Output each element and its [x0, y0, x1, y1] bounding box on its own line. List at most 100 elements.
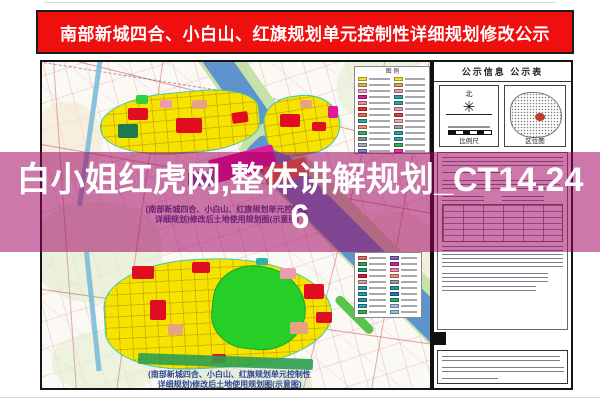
legend-label-bar — [369, 299, 386, 301]
legend-label-bar — [369, 96, 390, 98]
legend-swatch — [393, 125, 403, 129]
legend-label-bar — [369, 126, 390, 128]
legend-label-bar — [404, 78, 425, 80]
legend-swatch — [358, 292, 367, 296]
legend-swatch — [389, 262, 399, 266]
map-parcel — [118, 124, 138, 138]
legend-label-bar — [369, 281, 386, 283]
legend-swatch — [358, 256, 367, 260]
legend-label-bar — [369, 311, 386, 313]
scale-numbers-bar — [448, 126, 490, 128]
legend-label-bar — [404, 132, 425, 134]
watermark-overlay: 白小姐红虎网,整体讲解规划_CT14.246 — [0, 152, 600, 252]
legend-row — [358, 273, 419, 279]
legend-swatch — [393, 89, 403, 93]
fine-print-paragraph — [442, 286, 536, 294]
legend-label-bar — [400, 281, 417, 283]
legend-lower — [354, 252, 422, 318]
map-parcel — [128, 108, 148, 120]
map-parcel — [136, 95, 148, 104]
map-parcel — [304, 284, 324, 299]
legend-label-bar — [400, 299, 417, 301]
legend-label-bar — [404, 114, 425, 116]
legend-swatch — [358, 119, 367, 123]
legend-label-bar — [404, 108, 425, 110]
legend-swatch — [358, 286, 367, 290]
notice-banner-title: 南部新城四合、小白山、红旗规划单元控制性详细规划修改公示 — [60, 24, 550, 44]
legend-swatch — [389, 268, 399, 272]
legend-row — [358, 309, 419, 315]
legend-label-bar — [400, 305, 417, 307]
legend-swatch — [389, 292, 399, 296]
legend-row — [358, 124, 427, 130]
legend-upper-rows — [358, 76, 427, 154]
legend-label-bar — [404, 90, 425, 92]
legend-swatch — [358, 83, 367, 87]
legend-label-bar — [400, 311, 417, 313]
legend-lower-rows — [358, 255, 419, 315]
legend-label-bar — [369, 120, 390, 122]
map-parcel — [132, 266, 154, 279]
legend-label-bar — [404, 84, 425, 86]
legend-label-bar — [369, 269, 386, 271]
legend-swatch — [393, 77, 403, 81]
legend-label-bar — [369, 293, 386, 295]
legend-swatch — [389, 274, 399, 278]
legend-row — [358, 142, 427, 148]
map-parcel — [192, 100, 207, 109]
map-parcel — [160, 100, 172, 108]
legend-label-bar — [369, 275, 386, 277]
legend-row — [358, 297, 419, 303]
legend-label-bar — [369, 114, 390, 116]
map-parcel — [192, 262, 210, 273]
legend-row — [358, 291, 419, 297]
legend-row — [358, 106, 427, 112]
legend-swatch — [358, 89, 367, 93]
legend-row — [358, 76, 427, 82]
legend-row — [358, 267, 419, 273]
legend-swatch — [393, 113, 403, 117]
map-parcel — [176, 118, 202, 133]
legend-label-bar — [369, 90, 390, 92]
legend-swatch — [358, 268, 367, 272]
location-highlight — [535, 113, 545, 121]
map-parcel — [280, 114, 300, 127]
legend-label-bar — [369, 305, 386, 307]
legend-label-bar — [369, 138, 390, 140]
legend-swatch — [358, 137, 367, 141]
legend-swatch — [358, 298, 367, 302]
legend-swatch — [358, 101, 367, 105]
legend-swatch — [393, 101, 403, 105]
legend-swatch — [393, 143, 403, 147]
legend-row — [358, 118, 427, 124]
legend-row — [358, 130, 427, 136]
fine-print-paragraph — [442, 378, 498, 382]
legend-label-bar — [369, 108, 390, 110]
legend-swatch — [358, 131, 367, 135]
fine-print-paragraph — [442, 367, 564, 375]
location-map-box: 区位图 — [504, 85, 566, 147]
location-label: 区位图 — [525, 138, 545, 145]
legend-label-bar — [404, 126, 425, 128]
map-parcel — [300, 100, 312, 108]
legend-row — [358, 136, 427, 142]
location-map-sketch — [510, 92, 562, 138]
legend-label-bar — [404, 96, 425, 98]
legend-label-bar — [369, 102, 390, 104]
legend-label-bar — [400, 287, 417, 289]
legend-swatch — [358, 280, 367, 284]
compass-scale-box: 北 ✳ 比例尺 — [439, 85, 499, 147]
legend-swatch — [393, 137, 403, 141]
watermark-title: 白小姐红虎网,整体讲解规划_CT14.246 — [16, 161, 584, 236]
legend-swatch — [358, 143, 367, 147]
legend-swatch — [393, 119, 403, 123]
black-marker — [434, 332, 446, 345]
photo-top-edge — [44, 2, 556, 3]
compass-line — [446, 114, 492, 115]
scale-label: 比例尺 — [459, 138, 479, 145]
legend-label-bar — [369, 84, 390, 86]
legend-row — [358, 82, 427, 88]
legend-swatch — [393, 95, 403, 99]
legend-swatch — [358, 304, 367, 308]
